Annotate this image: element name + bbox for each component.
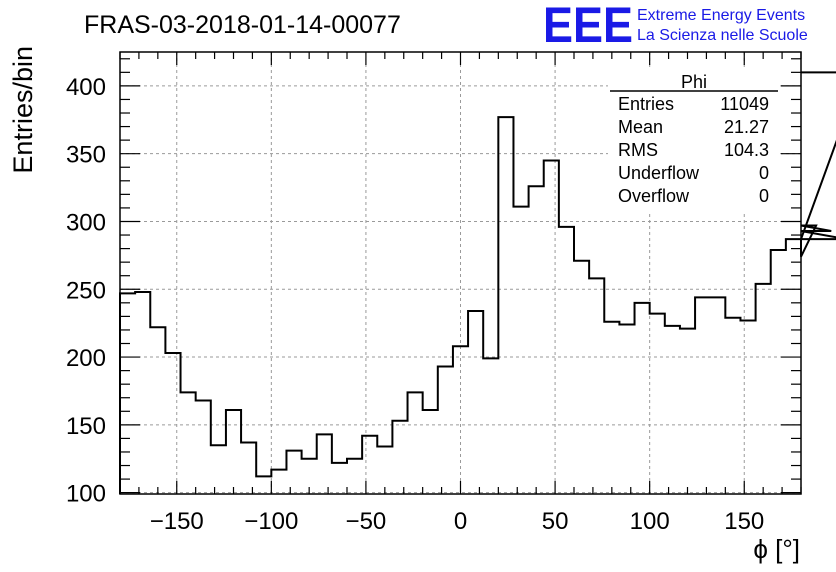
histogram-bin [362, 436, 377, 494]
histogram-bin [120, 293, 135, 494]
y-tick-label: 400 [66, 74, 106, 101]
histogram-bin [196, 400, 211, 494]
histogram-bin [256, 476, 271, 494]
histogram-bin [786, 239, 801, 494]
histogram-bin [740, 320, 755, 494]
y-tick-label: 300 [66, 209, 106, 236]
histogram-bin [332, 463, 347, 494]
y-tick-label: 200 [66, 345, 106, 372]
histogram-bin [771, 250, 786, 494]
histogram-bin [271, 470, 286, 494]
stats-row-value: 11049 [720, 94, 769, 114]
histogram-bin [392, 421, 407, 494]
histogram-bin [377, 447, 392, 494]
x-tick-label: 50 [542, 508, 569, 535]
stats-row-label: RMS [618, 140, 658, 160]
eee-logo-mark: EEE [543, 0, 633, 53]
histogram-bin [559, 227, 574, 494]
histogram-bin [483, 358, 498, 494]
chart-title: FRAS-03-2018-01-14-00077 [84, 11, 401, 39]
x-tick-label: −150 [150, 508, 204, 535]
eee-logo-line1: Extreme Energy Events [637, 7, 805, 24]
axis-ticks [119, 52, 802, 494]
histogram-bin [695, 297, 710, 494]
histogram-bin [680, 329, 695, 494]
histogram-bin [635, 303, 650, 494]
y-tick-labels: 100 150 200 250 300 350 400 [66, 74, 106, 508]
histogram-bin [619, 325, 634, 494]
stats-box: Phi Entries 11049 Mean 21.27 RMS 104.3 Underfl… [608, 70, 780, 212]
stats-row-label: Entries [618, 94, 674, 114]
histogram-bin [438, 367, 453, 494]
x-tick-label: −50 [346, 508, 387, 535]
stats-row-value: 21.27 [724, 117, 769, 137]
histogram-bin [498, 117, 513, 494]
histogram-bin [604, 322, 619, 494]
histogram-bin [589, 278, 604, 494]
eee-logo-line2: La Scienza nelle Scuole [637, 27, 808, 44]
histogram-bin [408, 392, 423, 494]
histogram-bin [226, 410, 241, 494]
x-tick-label: 150 [724, 508, 764, 535]
stats-row-label: Underflow [618, 163, 700, 183]
histogram-bin [574, 261, 589, 494]
histogram-bin [165, 353, 180, 494]
x-tick-label: 0 [454, 508, 467, 535]
y-tick-label: 250 [66, 277, 106, 304]
histogram-bin [135, 292, 150, 494]
stats-box-background [608, 70, 780, 212]
stats-box-rows: Entries 11049 Mean 21.27 RMS 104.3 Underflow 0 O… [618, 94, 769, 206]
x-tick-labels: −150 −100 −50 0 50 100 150 [150, 508, 765, 535]
stats-row-value: 104.3 [724, 140, 769, 160]
y-axis-label: Entries/bin [8, 46, 38, 174]
histogram-step-line [119, 71, 836, 494]
histogram-bin [756, 284, 771, 494]
stats-row-value: 0 [759, 163, 769, 183]
stats-row-value: 0 [759, 186, 769, 206]
histogram-bin [241, 442, 256, 494]
histogram-bin [181, 392, 196, 494]
histogram-bin [725, 318, 740, 494]
stats-row-label: Mean [618, 117, 663, 137]
histogram-bin [423, 410, 438, 494]
y-tick-label: 350 [66, 142, 106, 169]
histogram-bin [513, 207, 528, 494]
x-axis-label: ϕ [°] [753, 534, 800, 564]
x-tick-label: −100 [244, 508, 298, 535]
y-tick-label: 100 [66, 481, 106, 508]
stats-row-label: Overflow [618, 186, 690, 206]
histogram-bin [347, 459, 362, 494]
histogram-bin [286, 451, 301, 494]
x-tick-label: 100 [630, 508, 670, 535]
histogram-bin [710, 297, 725, 494]
histogram-bin [317, 434, 332, 494]
histogram-bin [665, 326, 680, 494]
eee-logo: EEE Extreme Energy Events La Scienza nel… [543, 0, 808, 53]
y-tick-label: 150 [66, 413, 106, 440]
stats-box-title: Phi [681, 72, 707, 92]
histogram-bin [544, 160, 559, 494]
histogram-bin [150, 327, 165, 494]
histogram-bin [529, 186, 544, 494]
histogram-bin [650, 314, 665, 494]
histogram-bin [211, 445, 226, 494]
histogram-bin [468, 311, 483, 494]
